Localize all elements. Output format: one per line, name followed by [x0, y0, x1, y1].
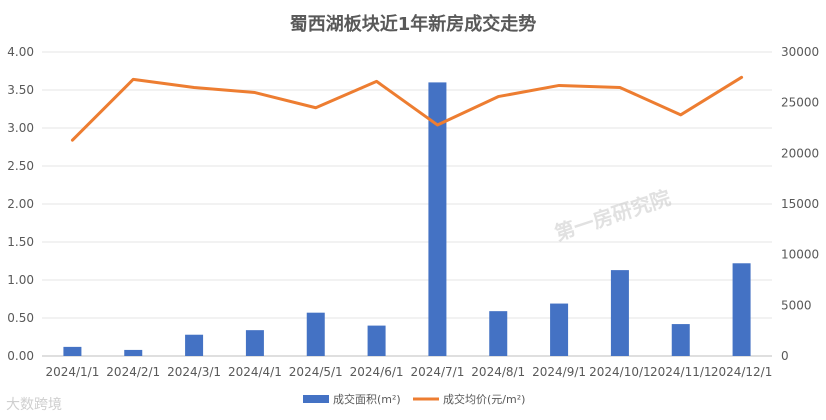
y-left-tick-label: 0.00: [7, 349, 34, 363]
bar: [185, 334, 204, 356]
bar: [306, 312, 325, 356]
x-tick-label: 2024/9/1: [532, 365, 586, 379]
x-tick-label: 2024/7/1: [410, 365, 464, 379]
bar: [550, 303, 569, 356]
y-left-tick-label: 1.50: [7, 235, 34, 249]
y-left-tick-label: 2.00: [7, 197, 34, 211]
y-right-tick-label: 10000: [781, 248, 819, 262]
bar: [489, 311, 508, 356]
y-left-tick-label: 0.50: [7, 311, 34, 325]
y-right-tick-label: 20000: [781, 146, 819, 160]
x-tick-label: 2024/3/1: [167, 365, 221, 379]
y-left-tick-label: 1.00: [7, 273, 34, 287]
legend-label-line: 成交均价(元/m²): [443, 392, 525, 406]
bar: [124, 349, 143, 356]
bar: [245, 330, 264, 356]
x-tick-label: 2024/10/1: [589, 365, 651, 379]
bar: [428, 82, 447, 357]
bar: [367, 325, 386, 356]
y-right-tick-label: 25000: [781, 96, 819, 110]
price-line: [70, 75, 744, 142]
y-left-tick-label: 3.00: [7, 121, 34, 135]
bar: [63, 346, 82, 356]
x-tick-label: 2024/5/1: [289, 365, 343, 379]
chart-title: 蜀西湖板块近1年新房成交走势: [289, 14, 537, 35]
bar: [671, 324, 690, 356]
legend-label-bar: 成交面积(m²): [333, 392, 401, 406]
x-tick-label: 2024/8/1: [471, 365, 525, 379]
brand-watermark: 大数跨境: [6, 397, 62, 413]
x-tick-label: 2024/12/1: [711, 365, 773, 379]
x-tick-label: 2024/2/1: [106, 365, 160, 379]
y-right-tick-label: 15000: [781, 197, 819, 211]
x-tick-label: 2024/1/1: [45, 365, 99, 379]
bar: [732, 263, 751, 356]
x-tick-label: 2024/4/1: [228, 365, 282, 379]
y-left-tick-label: 4.00: [7, 45, 34, 59]
y-left-tick-label: 2.50: [7, 159, 34, 173]
y-right-tick-label: 30000: [781, 45, 819, 59]
y-right-tick-label: 0: [781, 349, 789, 363]
bar: [610, 270, 629, 356]
y-right-tick-label: 5000: [781, 298, 812, 312]
x-tick-label: 2024/6/1: [350, 365, 404, 379]
y-left-tick-label: 3.50: [7, 83, 34, 97]
x-tick-label: 2024/11/1: [650, 365, 712, 379]
legend-swatch-bar: [303, 395, 329, 403]
